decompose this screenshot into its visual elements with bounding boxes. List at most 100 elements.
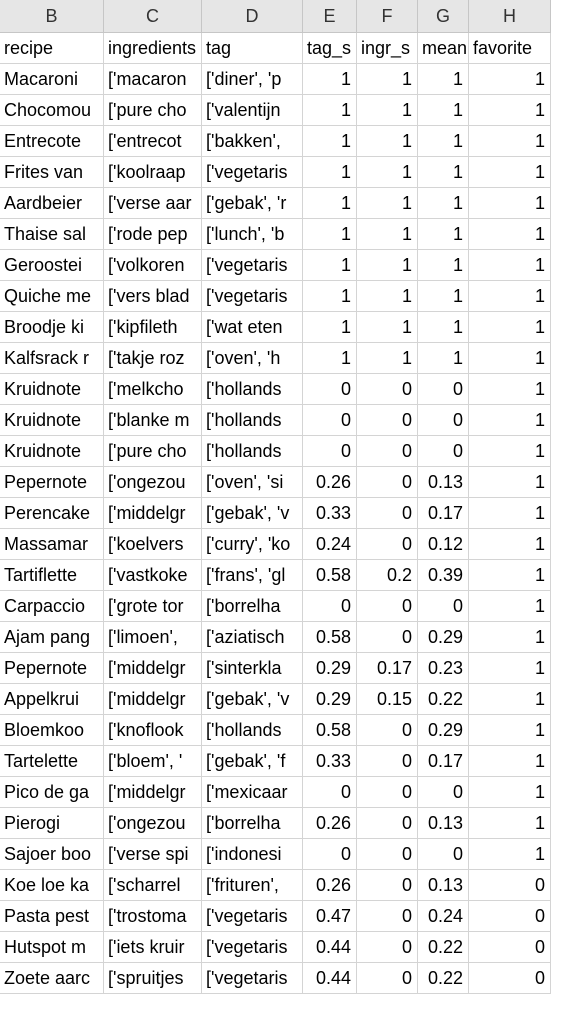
data-cell[interactable]: 1	[303, 281, 357, 312]
header-cell[interactable]: tag	[202, 33, 303, 64]
data-cell[interactable]: ['middelgr	[104, 777, 202, 808]
data-cell[interactable]: 0.22	[418, 684, 469, 715]
data-cell[interactable]: ['vastkoke	[104, 560, 202, 591]
data-cell[interactable]: 1	[357, 188, 418, 219]
data-cell[interactable]: 0.15	[357, 684, 418, 715]
data-cell[interactable]: 1	[418, 126, 469, 157]
data-cell[interactable]: 1	[469, 653, 551, 684]
data-cell[interactable]: 1	[303, 343, 357, 374]
data-cell[interactable]: ['indonesi	[202, 839, 303, 870]
data-cell[interactable]: 0.29	[418, 715, 469, 746]
data-cell[interactable]: ['volkoren	[104, 250, 202, 281]
data-cell[interactable]: Tartiflette	[0, 560, 104, 591]
data-cell[interactable]: 0.33	[303, 746, 357, 777]
data-cell[interactable]: 1	[469, 343, 551, 374]
data-cell[interactable]: 1	[469, 560, 551, 591]
data-cell[interactable]: Pierogi	[0, 808, 104, 839]
data-cell[interactable]: 0	[357, 746, 418, 777]
data-cell[interactable]: ['vegetaris	[202, 281, 303, 312]
data-cell[interactable]: 0.13	[418, 808, 469, 839]
data-cell[interactable]: 0.58	[303, 560, 357, 591]
data-cell[interactable]: 0	[303, 405, 357, 436]
data-cell[interactable]: ['entrecot	[104, 126, 202, 157]
data-cell[interactable]: 0	[357, 374, 418, 405]
data-cell[interactable]: Kalfsrack r	[0, 343, 104, 374]
data-cell[interactable]: 1	[469, 498, 551, 529]
data-cell[interactable]: ['oven', 'h	[202, 343, 303, 374]
data-cell[interactable]: 1	[303, 126, 357, 157]
data-cell[interactable]: 0.17	[418, 746, 469, 777]
data-cell[interactable]: 0	[357, 467, 418, 498]
data-cell[interactable]: 1	[469, 405, 551, 436]
data-cell[interactable]: 0	[357, 529, 418, 560]
data-cell[interactable]: 0	[469, 901, 551, 932]
data-cell[interactable]: 0.22	[418, 963, 469, 994]
data-cell[interactable]: 1	[303, 64, 357, 95]
data-cell[interactable]: Chocomou	[0, 95, 104, 126]
data-cell[interactable]: 1	[418, 157, 469, 188]
data-cell[interactable]: ['verse aar	[104, 188, 202, 219]
data-cell[interactable]: 1	[418, 250, 469, 281]
data-cell[interactable]: 0	[418, 839, 469, 870]
data-cell[interactable]: ['bakken',	[202, 126, 303, 157]
data-cell[interactable]: 1	[418, 95, 469, 126]
data-cell[interactable]: ['vegetaris	[202, 157, 303, 188]
header-cell[interactable]: mean	[418, 33, 469, 64]
data-cell[interactable]: Macaroni	[0, 64, 104, 95]
data-cell[interactable]: Zoete aarc	[0, 963, 104, 994]
data-cell[interactable]: Entrecote	[0, 126, 104, 157]
data-cell[interactable]: 0	[357, 808, 418, 839]
data-cell[interactable]: 0.44	[303, 963, 357, 994]
data-cell[interactable]: 0	[303, 374, 357, 405]
data-cell[interactable]: 1	[303, 188, 357, 219]
data-cell[interactable]: 1	[303, 250, 357, 281]
data-cell[interactable]: 0	[418, 591, 469, 622]
data-cell[interactable]: 0.33	[303, 498, 357, 529]
data-cell[interactable]: Pico de ga	[0, 777, 104, 808]
data-cell[interactable]: 1	[357, 343, 418, 374]
data-cell[interactable]: ['vegetaris	[202, 963, 303, 994]
data-cell[interactable]: ['oven', 'si	[202, 467, 303, 498]
data-cell[interactable]: ['melkcho	[104, 374, 202, 405]
data-cell[interactable]: ['kipfileth	[104, 312, 202, 343]
column-header-h[interactable]: H	[469, 0, 551, 33]
data-cell[interactable]: 1	[418, 188, 469, 219]
data-cell[interactable]: ['rode pep	[104, 219, 202, 250]
data-cell[interactable]: 0.26	[303, 808, 357, 839]
data-cell[interactable]: ['middelgr	[104, 684, 202, 715]
data-cell[interactable]: 0.29	[303, 653, 357, 684]
data-cell[interactable]: ['ongezou	[104, 467, 202, 498]
data-cell[interactable]: 0	[469, 932, 551, 963]
data-cell[interactable]: 1	[303, 312, 357, 343]
data-cell[interactable]: 1	[469, 95, 551, 126]
data-cell[interactable]: Kruidnote	[0, 436, 104, 467]
data-cell[interactable]: 0	[357, 777, 418, 808]
column-header-f[interactable]: F	[357, 0, 418, 33]
data-cell[interactable]: Bloemkoo	[0, 715, 104, 746]
data-cell[interactable]: Geroostei	[0, 250, 104, 281]
column-header-b[interactable]: B	[0, 0, 104, 33]
data-cell[interactable]: 0	[357, 498, 418, 529]
data-cell[interactable]: Broodje ki	[0, 312, 104, 343]
data-cell[interactable]: 0	[418, 777, 469, 808]
data-cell[interactable]: ['spruitjes	[104, 963, 202, 994]
data-cell[interactable]: Pasta pest	[0, 901, 104, 932]
data-cell[interactable]: Appelkrui	[0, 684, 104, 715]
data-cell[interactable]: ['macaron	[104, 64, 202, 95]
data-cell[interactable]: 0	[357, 963, 418, 994]
header-cell[interactable]: tag_s	[303, 33, 357, 64]
header-cell[interactable]: ingr_s	[357, 33, 418, 64]
data-cell[interactable]: 0.29	[418, 622, 469, 653]
data-cell[interactable]: ['borrelha	[202, 591, 303, 622]
data-cell[interactable]: ['vegetaris	[202, 932, 303, 963]
data-cell[interactable]: ['diner', 'p	[202, 64, 303, 95]
data-cell[interactable]: 1	[418, 312, 469, 343]
data-cell[interactable]: ['koelvers	[104, 529, 202, 560]
data-cell[interactable]: 0	[357, 870, 418, 901]
data-cell[interactable]: 1	[469, 591, 551, 622]
data-cell[interactable]: Kruidnote	[0, 374, 104, 405]
data-cell[interactable]: 1	[469, 188, 551, 219]
data-cell[interactable]: 0.24	[418, 901, 469, 932]
data-cell[interactable]: Quiche me	[0, 281, 104, 312]
data-cell[interactable]: ['koolraap	[104, 157, 202, 188]
